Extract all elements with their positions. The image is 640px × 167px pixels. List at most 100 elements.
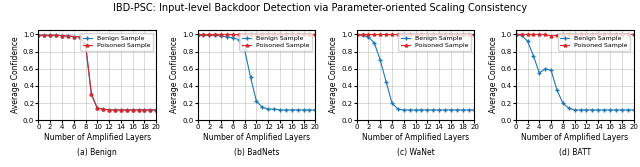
Title: (b) BadNets: (b) BadNets (234, 148, 279, 157)
Poisoned Sample (229, 33, 237, 35)
Poisoned Sample (306, 33, 314, 35)
Benign Sample (465, 109, 472, 111)
Benign Sample (264, 108, 272, 110)
Poisoned Sample (612, 33, 620, 35)
Benign Sample (388, 102, 396, 104)
Poisoned Sample (276, 33, 284, 35)
Line: Benign Sample: Benign Sample (196, 33, 317, 112)
Poisoned Sample (46, 34, 54, 36)
Poisoned Sample (152, 109, 160, 111)
Y-axis label: Average Confidence: Average Confidence (488, 37, 497, 113)
Poisoned Sample (453, 33, 461, 35)
Benign Sample (229, 37, 237, 39)
Benign Sample (46, 34, 54, 36)
Poisoned Sample (512, 33, 520, 35)
Poisoned Sample (211, 33, 219, 35)
Benign Sample (418, 109, 426, 111)
Benign Sample (147, 109, 154, 111)
Poisoned Sample (88, 94, 95, 96)
Poisoned Sample (595, 33, 602, 35)
Benign Sample (52, 34, 60, 36)
Benign Sample (547, 69, 555, 71)
Benign Sample (589, 109, 596, 111)
Benign Sample (294, 109, 301, 111)
Benign Sample (565, 107, 573, 109)
Benign Sample (400, 109, 408, 111)
Poisoned Sample (412, 33, 419, 35)
Benign Sample (194, 34, 202, 36)
Benign Sample (382, 81, 390, 83)
Poisoned Sample (288, 33, 296, 35)
Benign Sample (312, 109, 319, 111)
Benign Sample (453, 109, 461, 111)
Benign Sample (376, 59, 384, 61)
Benign Sample (200, 34, 207, 36)
X-axis label: Number of Amplified Layers: Number of Amplified Layers (203, 133, 310, 142)
Poisoned Sample (200, 33, 207, 35)
Benign Sample (630, 109, 637, 111)
Legend: Benign Sample, Poisoned Sample: Benign Sample, Poisoned Sample (399, 33, 472, 51)
Poisoned Sample (582, 33, 590, 35)
Poisoned Sample (559, 33, 567, 35)
X-axis label: Number of Amplified Layers: Number of Amplified Layers (362, 133, 469, 142)
Poisoned Sample (241, 33, 248, 35)
Poisoned Sample (418, 33, 426, 35)
Poisoned Sample (618, 33, 626, 35)
Y-axis label: Average Confidence: Average Confidence (330, 37, 339, 113)
Benign Sample (253, 100, 260, 102)
Benign Sample (152, 109, 160, 111)
Benign Sample (618, 109, 626, 111)
Benign Sample (282, 109, 290, 111)
Poisoned Sample (70, 36, 77, 38)
Benign Sample (259, 106, 266, 108)
Poisoned Sample (382, 33, 390, 35)
Benign Sample (358, 34, 366, 36)
Text: IBD-PSC: Input-level Backdoor Detection via Parameter-oriented Scaling Consisten: IBD-PSC: Input-level Backdoor Detection … (113, 3, 527, 13)
Poisoned Sample (424, 33, 431, 35)
Line: Poisoned Sample: Poisoned Sample (37, 34, 157, 111)
Benign Sample (435, 109, 443, 111)
Poisoned Sample (400, 33, 408, 35)
Poisoned Sample (259, 33, 266, 35)
Poisoned Sample (117, 109, 125, 111)
Poisoned Sample (353, 33, 360, 35)
Y-axis label: Average Confidence: Average Confidence (12, 37, 20, 113)
Line: Benign Sample: Benign Sample (36, 33, 158, 112)
Poisoned Sample (394, 33, 402, 35)
Poisoned Sample (388, 33, 396, 35)
Benign Sample (88, 94, 95, 96)
Benign Sample (223, 36, 231, 38)
Poisoned Sample (465, 33, 472, 35)
Benign Sample (211, 34, 219, 36)
Poisoned Sample (518, 33, 525, 35)
Poisoned Sample (52, 34, 60, 36)
X-axis label: Number of Amplified Layers: Number of Amplified Layers (521, 133, 628, 142)
Poisoned Sample (99, 108, 107, 110)
Benign Sample (306, 109, 314, 111)
Benign Sample (406, 109, 413, 111)
Benign Sample (606, 109, 614, 111)
Poisoned Sample (312, 33, 319, 35)
Benign Sample (276, 109, 284, 111)
Benign Sample (624, 109, 632, 111)
Benign Sample (582, 109, 590, 111)
Poisoned Sample (529, 33, 537, 35)
Poisoned Sample (600, 33, 608, 35)
Benign Sample (529, 55, 537, 57)
Benign Sample (365, 36, 372, 38)
Poisoned Sample (300, 33, 307, 35)
Poisoned Sample (264, 33, 272, 35)
Benign Sample (424, 109, 431, 111)
Benign Sample (536, 72, 543, 74)
Benign Sample (412, 109, 419, 111)
Poisoned Sample (147, 109, 154, 111)
Poisoned Sample (624, 33, 632, 35)
Line: Benign Sample: Benign Sample (355, 33, 476, 112)
Poisoned Sample (217, 33, 225, 35)
Benign Sample (141, 109, 148, 111)
Line: Poisoned Sample: Poisoned Sample (515, 33, 635, 37)
Poisoned Sample (123, 109, 131, 111)
Poisoned Sample (541, 33, 549, 35)
Poisoned Sample (358, 33, 366, 35)
Benign Sample (58, 35, 66, 37)
